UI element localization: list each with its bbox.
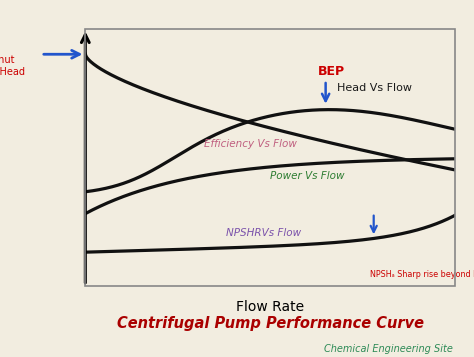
Text: Efficiency Vs Flow: Efficiency Vs Flow (204, 139, 297, 149)
Text: Centrifugal Pump Performance Curve: Centrifugal Pump Performance Curve (117, 316, 424, 331)
Text: Power Vs Flow: Power Vs Flow (270, 171, 345, 181)
Text: BEP: BEP (318, 65, 345, 77)
Text: Shut
Off Head: Shut Off Head (0, 55, 26, 77)
Text: Head Vs Flow: Head Vs Flow (337, 83, 412, 93)
Text: NPSHRVs Flow: NPSHRVs Flow (226, 228, 301, 238)
Text: Chemical Engineering Site: Chemical Engineering Site (324, 344, 453, 354)
Text: NPSHₐ Sharp rise beyond BEP: NPSHₐ Sharp rise beyond BEP (370, 270, 474, 279)
Text: Flow Rate: Flow Rate (236, 301, 304, 315)
